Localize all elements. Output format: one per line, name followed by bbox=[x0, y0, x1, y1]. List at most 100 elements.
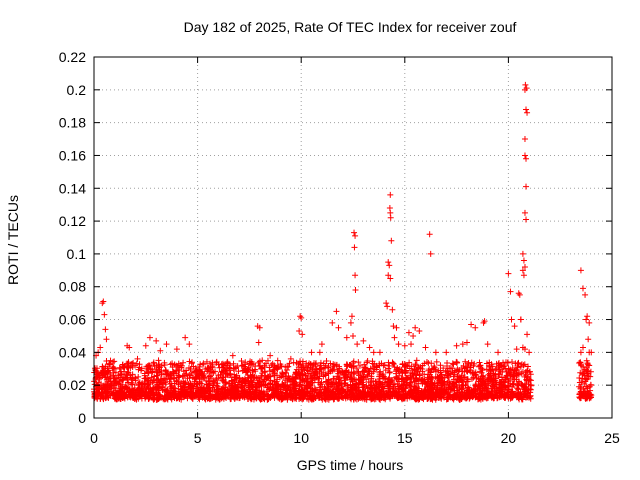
y-tick-label: 0.22 bbox=[59, 49, 86, 65]
y-tick-label: 0.02 bbox=[59, 377, 86, 393]
y-tick-label: 0.12 bbox=[59, 213, 86, 229]
data-point bbox=[266, 368, 273, 375]
data-point bbox=[287, 355, 294, 362]
data-point bbox=[367, 379, 374, 386]
data-point bbox=[175, 381, 182, 388]
grid-lines bbox=[94, 57, 612, 418]
y-tick-label: 0.16 bbox=[59, 147, 86, 163]
data-point bbox=[443, 349, 450, 356]
data-point bbox=[468, 321, 475, 328]
data-point bbox=[519, 250, 526, 257]
data-point bbox=[521, 152, 528, 159]
data-point bbox=[520, 257, 527, 264]
data-point bbox=[523, 155, 530, 162]
data-point bbox=[410, 332, 417, 339]
data-point bbox=[180, 359, 187, 366]
data-point bbox=[196, 363, 203, 370]
data-point bbox=[350, 332, 356, 339]
data-point bbox=[182, 379, 189, 386]
x-tick-label: 15 bbox=[397, 430, 413, 446]
data-point bbox=[367, 365, 374, 372]
data-point bbox=[505, 270, 512, 277]
data-point bbox=[106, 360, 113, 367]
data-point bbox=[453, 359, 460, 366]
data-point bbox=[427, 250, 434, 257]
data-point bbox=[212, 368, 219, 375]
data-point bbox=[464, 376, 471, 383]
data-point bbox=[477, 362, 484, 369]
y-tick-label: 0.08 bbox=[59, 279, 86, 295]
data-point bbox=[453, 342, 460, 349]
data-point bbox=[299, 358, 306, 365]
data-point bbox=[169, 360, 176, 367]
data-point bbox=[351, 244, 358, 251]
y-tick-label: 0.06 bbox=[59, 312, 86, 328]
data-point bbox=[385, 359, 392, 366]
data-point bbox=[390, 360, 397, 367]
data-point bbox=[384, 303, 391, 310]
data-point bbox=[483, 366, 490, 373]
data-point bbox=[376, 349, 383, 356]
data-point bbox=[123, 370, 130, 377]
data-point bbox=[517, 363, 524, 370]
data-point bbox=[366, 344, 373, 351]
data-point bbox=[283, 387, 290, 394]
data-point bbox=[513, 346, 520, 353]
data-point bbox=[274, 357, 281, 364]
data-point bbox=[495, 349, 502, 356]
data-point bbox=[582, 291, 589, 298]
data-point bbox=[316, 349, 323, 356]
y-tick-label: 0.14 bbox=[59, 180, 86, 196]
data-point bbox=[485, 374, 492, 381]
data-point bbox=[187, 366, 194, 373]
x-tick-label: 10 bbox=[293, 430, 309, 446]
data-point bbox=[148, 374, 155, 381]
y-tick-label: 0.1 bbox=[67, 246, 87, 262]
data-point bbox=[238, 357, 245, 364]
data-point bbox=[230, 360, 237, 367]
data-point bbox=[179, 373, 186, 380]
data-point bbox=[276, 374, 283, 381]
data-point bbox=[352, 272, 359, 279]
data-point bbox=[521, 136, 528, 143]
data-point bbox=[340, 386, 347, 393]
data-point bbox=[267, 377, 274, 384]
data-point bbox=[386, 204, 393, 211]
data-point bbox=[577, 267, 584, 274]
data-point bbox=[248, 360, 255, 367]
data-point bbox=[153, 337, 160, 344]
data-point bbox=[385, 259, 392, 266]
data-point bbox=[333, 308, 340, 315]
data-point bbox=[472, 324, 479, 331]
data-point bbox=[186, 341, 193, 348]
data-point bbox=[102, 326, 109, 333]
data-point bbox=[360, 337, 367, 344]
data-point bbox=[279, 370, 286, 377]
data-point bbox=[122, 383, 129, 390]
x-tick-label: 25 bbox=[604, 430, 620, 446]
data-point bbox=[437, 362, 444, 369]
data-point bbox=[142, 342, 149, 349]
y-tick-label: 0.2 bbox=[67, 82, 87, 98]
data-point bbox=[93, 365, 100, 372]
data-point bbox=[524, 363, 531, 370]
data-point bbox=[523, 106, 530, 113]
y-tick-label: 0.18 bbox=[59, 115, 86, 131]
data-point bbox=[408, 363, 415, 370]
data-point bbox=[127, 394, 134, 401]
data-point bbox=[191, 378, 198, 385]
data-point bbox=[134, 355, 141, 362]
data-point bbox=[526, 349, 533, 356]
data-point bbox=[343, 367, 350, 374]
data-point bbox=[523, 216, 530, 223]
data-point bbox=[266, 364, 273, 371]
data-point bbox=[329, 319, 336, 326]
data-point bbox=[433, 358, 440, 365]
data-point bbox=[520, 272, 527, 279]
data-point bbox=[389, 306, 396, 313]
data-point bbox=[352, 232, 359, 239]
data-point bbox=[368, 375, 375, 382]
data-point bbox=[517, 316, 524, 323]
data-point bbox=[163, 341, 170, 348]
